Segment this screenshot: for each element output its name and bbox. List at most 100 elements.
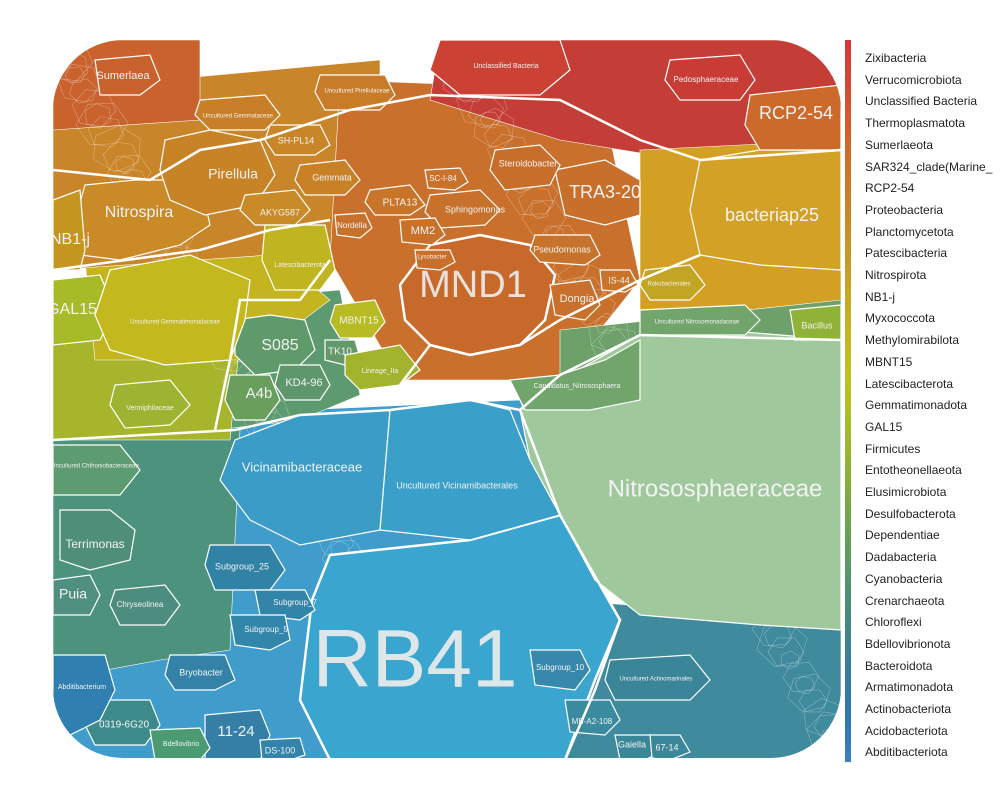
cell-67-14 xyxy=(649,734,691,758)
legend-item: Methylomirabilota xyxy=(865,333,960,348)
cell-label: GAL15 xyxy=(47,301,97,318)
cell-subgroup-7 xyxy=(254,589,316,621)
texture-cell xyxy=(102,141,140,173)
texture-cell xyxy=(767,637,805,667)
cell-terrimonas xyxy=(59,509,136,571)
texture-cell xyxy=(794,676,816,694)
legend-item: Abditibacteriota xyxy=(865,745,948,760)
cell-label: Bdellovibrio xyxy=(163,741,199,748)
cell-steroidobacter xyxy=(489,144,561,191)
cell-plta13 xyxy=(364,184,426,216)
legend-item: Dependentiae xyxy=(865,528,940,543)
cell-label: TRA3-20 xyxy=(569,182,641,202)
cell-label: Rokubacteriales xyxy=(647,282,690,288)
cell-label: MBNT15 xyxy=(339,316,379,327)
texture-cell xyxy=(756,621,808,667)
legend-item: Actinobacteriota xyxy=(865,702,952,716)
cell-label: IS-44 xyxy=(608,275,630,285)
cell-label: Chryseolinea xyxy=(117,600,164,609)
legend-item: Nitrospirota xyxy=(865,268,927,282)
cell-label: Unclassified Bacteria xyxy=(473,63,538,70)
cell-label: Pedosphaeraceae xyxy=(674,75,739,84)
cell-label: Uncultured Pirellulaceae xyxy=(324,89,390,95)
cell-label: 11-24 xyxy=(217,723,254,740)
texture-cell xyxy=(64,66,86,84)
group-border xyxy=(519,333,841,411)
cell-nb1-j xyxy=(53,189,86,271)
texture-cell xyxy=(473,107,515,149)
cell-label: PLTA13 xyxy=(383,198,418,209)
cell-puia xyxy=(53,574,101,616)
cell-label: Lysobacter xyxy=(417,255,446,261)
legend-item: SAR324_clade(Marine_ xyxy=(865,159,993,174)
texture-cell xyxy=(53,40,94,82)
texture-cell xyxy=(53,41,71,59)
cell-bacillus xyxy=(789,304,841,341)
group-border xyxy=(53,398,521,442)
cell-label: NB1-j xyxy=(50,231,90,248)
cell-pseudomonas xyxy=(529,234,601,266)
cell-label: 67-14 xyxy=(655,742,678,752)
group-border xyxy=(53,218,331,272)
cell-label: DS-100 xyxy=(265,745,296,755)
cell-group xyxy=(53,40,841,758)
cell-mbnt15 xyxy=(329,299,386,339)
cell-a4b xyxy=(224,374,281,421)
texture-cell xyxy=(115,155,135,175)
cell-label: Dongia xyxy=(560,293,596,305)
cell-subgroup-10 xyxy=(529,649,591,691)
cell-s085 xyxy=(234,314,316,376)
legend-item: Zixibacteria xyxy=(865,51,927,65)
cell-label: MM2 xyxy=(411,225,435,237)
legend-item: RCP2-54 xyxy=(865,181,915,196)
legend-item: Proteobacteria xyxy=(865,202,944,217)
legend-item: Chloroflexi xyxy=(865,615,922,630)
cell-label: Subgroup_10 xyxy=(536,663,585,672)
cell-label: Abditibacterium xyxy=(58,684,106,691)
cell-bryobacter xyxy=(164,654,236,691)
legend-item: MBNT15 xyxy=(865,354,913,369)
texture-cell xyxy=(93,125,141,173)
texture-cell xyxy=(782,662,820,692)
legend-item: Unclassified Bacteria xyxy=(865,94,978,109)
cell-label: Pirellula xyxy=(208,166,258,182)
cell-label: Nitrospira xyxy=(105,204,174,221)
cell-label: Candidatus_Nitrososphaera xyxy=(534,383,621,390)
texture-cell xyxy=(84,103,112,129)
cell-label: Uncultured Chthoniobacteraceae xyxy=(51,464,139,470)
group-border xyxy=(53,93,841,182)
texture-cell xyxy=(88,116,124,148)
texture-cell xyxy=(529,201,551,219)
cell-label: SC-I-84 xyxy=(429,174,457,183)
legend: Zixibacteria Verrucomicrobiota Unclassifie… xyxy=(845,40,1000,770)
legend-item: Armatimonadota xyxy=(865,680,954,695)
cell-label: KD4-96 xyxy=(285,377,322,389)
cell-label: RB41 xyxy=(312,614,517,705)
texture-cell xyxy=(798,689,828,713)
texture-cell xyxy=(483,123,513,149)
cell-label: 0319-6G20 xyxy=(99,720,149,731)
cell-label: Uncultured Nitrosomonadaceae xyxy=(655,320,740,326)
cell-rcp2-54 xyxy=(744,84,841,151)
legend-color-bar xyxy=(845,40,851,762)
cell-pedosphaeraceae xyxy=(664,54,756,101)
cell-label: Uncultured Vicinamibacterales xyxy=(396,480,518,490)
group-border xyxy=(399,253,701,386)
cell-label: Sphingomonas xyxy=(445,204,506,214)
cell-sumerlaea xyxy=(94,54,161,96)
cell-ds-100 xyxy=(259,737,306,758)
texture-cell xyxy=(518,186,554,218)
cell-sc-i-84 xyxy=(424,167,469,191)
cell-label: Nordella xyxy=(337,221,367,230)
legend-item: Gemmatimonadota xyxy=(865,398,968,413)
legend-item: GAL15 xyxy=(865,419,903,434)
cell-label: Bryobacter xyxy=(179,667,223,677)
legend-item: Myxococcota xyxy=(865,311,936,326)
texture-cell xyxy=(594,316,616,334)
group-border xyxy=(518,409,622,758)
legend-item: Thermoplasmatota xyxy=(865,116,966,131)
cell-label: Subgroup_7 xyxy=(273,598,317,607)
cell-label: Uncultured Gemmatimonadaceae xyxy=(130,320,220,326)
cell-label: TK10 xyxy=(328,347,352,358)
